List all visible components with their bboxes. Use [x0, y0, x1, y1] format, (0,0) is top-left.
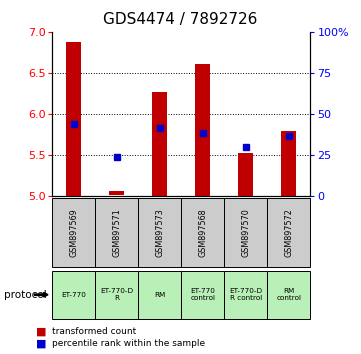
Bar — [109, 191, 125, 195]
Text: RM: RM — [154, 292, 165, 298]
Text: GSM897572: GSM897572 — [284, 208, 293, 257]
Text: ET-770: ET-770 — [61, 292, 86, 298]
Text: transformed count: transformed count — [52, 327, 136, 336]
Text: GDS4474 / 7892726: GDS4474 / 7892726 — [103, 12, 258, 27]
Bar — [66, 42, 81, 196]
Text: ■: ■ — [36, 327, 47, 337]
Text: GSM897570: GSM897570 — [242, 209, 251, 257]
Text: ET-770-D
R: ET-770-D R — [100, 288, 134, 301]
Bar — [282, 131, 296, 196]
Text: GSM897573: GSM897573 — [155, 209, 164, 257]
Bar — [152, 92, 168, 196]
Text: ET-770-D
R control: ET-770-D R control — [229, 288, 262, 301]
Text: ET-770
control: ET-770 control — [190, 288, 216, 301]
Text: GSM897571: GSM897571 — [112, 209, 121, 257]
Text: GSM897568: GSM897568 — [199, 209, 208, 257]
Text: protocol: protocol — [4, 290, 46, 300]
Text: percentile rank within the sample: percentile rank within the sample — [52, 339, 205, 348]
Bar — [195, 64, 210, 196]
Bar — [238, 153, 253, 196]
Text: ■: ■ — [36, 338, 47, 348]
Text: GSM897569: GSM897569 — [69, 209, 78, 257]
Text: RM
control: RM control — [277, 288, 301, 301]
